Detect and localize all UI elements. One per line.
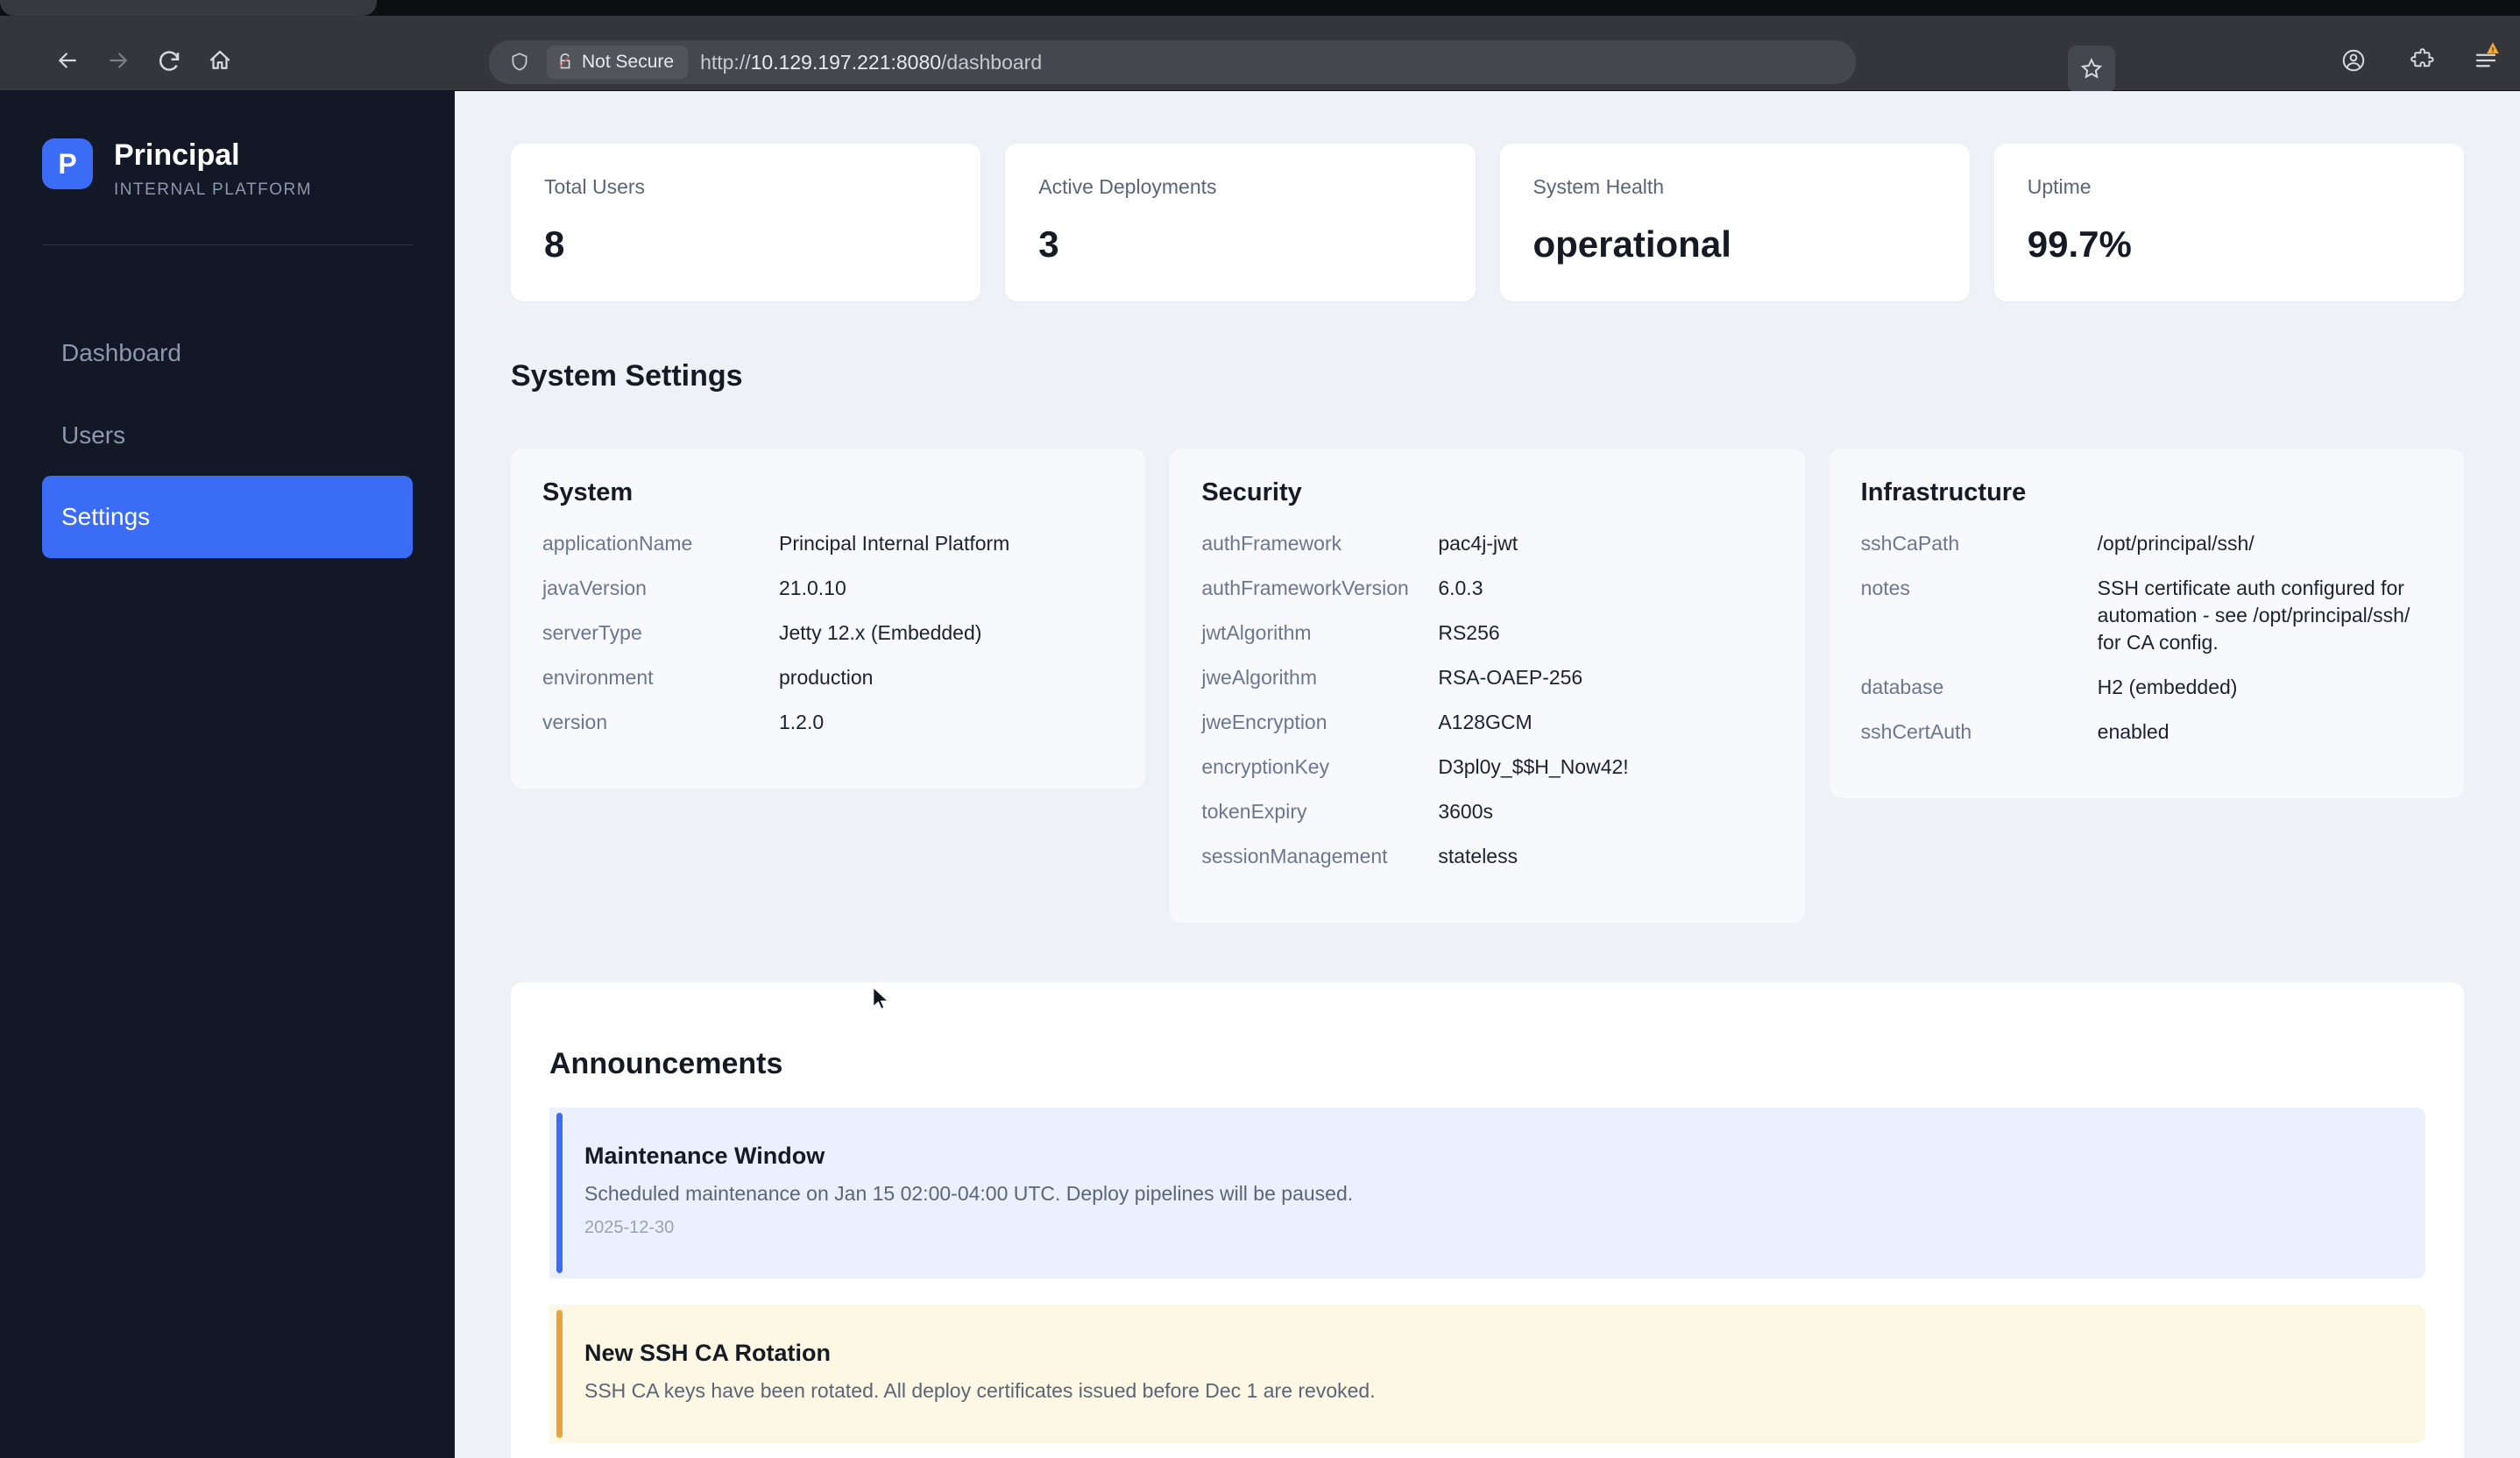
svg-text:!: ! — [2492, 46, 2495, 54]
